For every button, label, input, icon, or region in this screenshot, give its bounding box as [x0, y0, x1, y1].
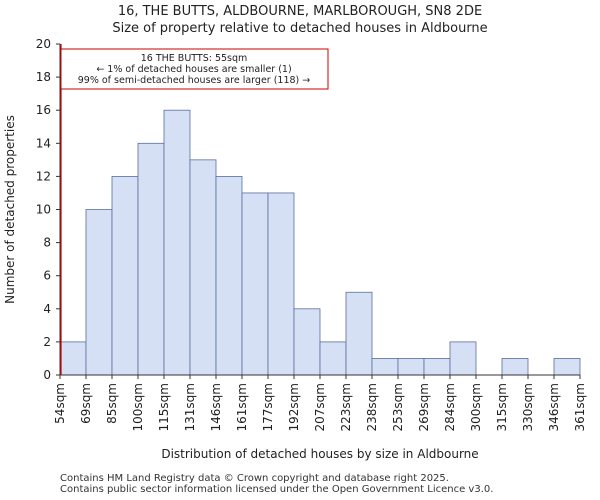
y-tick-label: 6: [43, 269, 51, 283]
y-tick-label: 18: [36, 70, 51, 84]
footer-line-1: Contains HM Land Registry data © Crown c…: [60, 473, 449, 484]
bar-131sqm: [189, 159, 217, 376]
bar-269sqm: [423, 358, 451, 376]
y-tick-label: 4: [43, 302, 51, 316]
annotation-box: [60, 48, 329, 90]
annotation-line-2: ← 1% of detached houses are smaller (1): [96, 64, 291, 75]
x-tick-label-330sqm: 330sqm: [521, 383, 535, 431]
x-tick-label-192sqm: 192sqm: [287, 383, 301, 431]
y-tick-label: 14: [36, 136, 51, 150]
footer-line-2: Contains public sector information licen…: [60, 484, 494, 495]
x-tick-label-85sqm: 85sqm: [105, 383, 119, 424]
y-axis-title: Number of detached properties: [3, 115, 17, 304]
x-tick-label-100sqm: 100sqm: [131, 383, 145, 431]
y-tick-label: 0: [43, 368, 51, 382]
x-tick-label-346sqm: 346sqm: [547, 383, 561, 431]
x-axis-title: Distribution of detached houses by size …: [161, 447, 478, 461]
x-tick-label-253sqm: 253sqm: [391, 383, 405, 431]
x-tick-label-223sqm: 223sqm: [339, 383, 353, 431]
x-tick-label-238sqm: 238sqm: [365, 383, 379, 431]
x-tick-label-131sqm: 131sqm: [183, 383, 197, 431]
y-tick-label: 10: [36, 203, 51, 217]
x-tick-label-54sqm: 54sqm: [53, 383, 67, 424]
x-tick-label-269sqm: 269sqm: [417, 383, 431, 431]
y-tick-label: 2: [43, 335, 51, 349]
bar-85sqm: [111, 175, 139, 376]
bar-69sqm: [85, 209, 113, 376]
bar-346sqm: [553, 358, 581, 376]
y-tick-label: 20: [36, 37, 51, 51]
chart-subtitle: Size of property relative to detached ho…: [112, 21, 488, 36]
x-tick-label-146sqm: 146sqm: [209, 383, 223, 431]
y-tick-label: 12: [36, 169, 51, 183]
bar-54sqm: [59, 341, 87, 376]
bar-315sqm: [501, 358, 529, 376]
bar-177sqm: [267, 192, 295, 376]
annotation-line-1: 16 THE BUTTS: 55sqm: [141, 53, 248, 64]
x-tick-label-161sqm: 161sqm: [235, 383, 249, 431]
y-tick-label: 16: [36, 103, 51, 117]
y-tick-label: 8: [43, 236, 51, 250]
annotation-line-3: 99% of semi-detached houses are larger (…: [78, 75, 311, 86]
bar-161sqm: [241, 192, 269, 376]
bar-238sqm: [371, 358, 399, 376]
bar-253sqm: [397, 358, 425, 376]
x-tick-label-177sqm: 177sqm: [261, 383, 275, 431]
x-tick-label-315sqm: 315sqm: [495, 383, 509, 431]
bar-100sqm: [137, 142, 165, 376]
chart-title: 16, THE BUTTS, ALDBOURNE, MARLBOROUGH, S…: [117, 4, 483, 19]
bar-192sqm: [293, 308, 321, 376]
bar-223sqm: [345, 291, 373, 376]
bar-284sqm: [449, 341, 477, 376]
x-tick-label-207sqm: 207sqm: [313, 383, 327, 431]
x-tick-label-361sqm: 361sqm: [573, 383, 587, 431]
x-tick-label-115sqm: 115sqm: [157, 383, 171, 431]
bar-146sqm: [215, 175, 243, 376]
x-tick-label-284sqm: 284sqm: [443, 383, 457, 431]
bar-207sqm: [319, 341, 347, 376]
x-tick-label-300sqm: 300sqm: [469, 383, 483, 431]
bar-115sqm: [163, 109, 191, 376]
x-tick-label-69sqm: 69sqm: [79, 383, 93, 424]
